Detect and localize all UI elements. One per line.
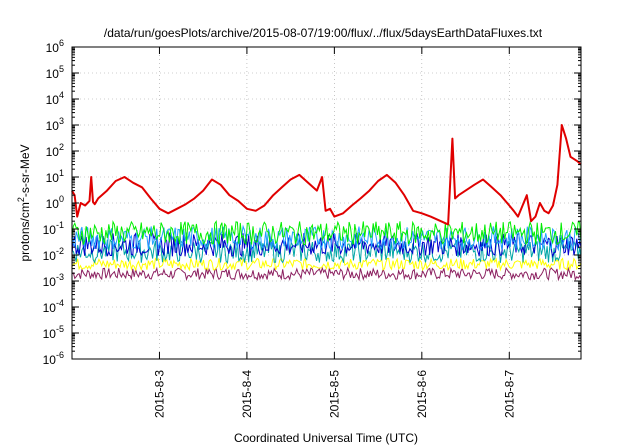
y-tick-label: 10-6 (43, 350, 64, 367)
y-tick-label: 10-1 (43, 220, 64, 237)
x-tick-label: 2015-8-7 (502, 370, 516, 418)
x-tick-label: 2015-8-5 (327, 370, 341, 418)
grid-lines (72, 46, 581, 360)
x-axis-label: Coordinated Universal Time (UTC) (234, 431, 418, 445)
axis-ticks: 10-6 10-5 10-4 10-3 10-2 10-1 100 101 102 103 104 1… (43, 38, 581, 418)
x-tick-label: 2015-8-4 (240, 370, 254, 418)
series-line (71, 219, 582, 246)
y-tick-label: 102 (46, 142, 64, 159)
y-tick-label: 10-5 (43, 324, 64, 341)
y-tick-label: 105 (46, 64, 64, 81)
y-tick-label: 100 (46, 194, 64, 211)
x-tick-label: 2015-8-3 (152, 370, 166, 418)
y-tick-label: 104 (46, 90, 64, 107)
y-tick-label: 103 (46, 116, 64, 133)
x-tick-label: 2015-8-6 (415, 370, 429, 418)
y-tick-label: 10-2 (43, 246, 64, 263)
series-line (71, 238, 582, 264)
chart-title: /data/run/goesPlots/archive/2015-08-07/1… (104, 26, 543, 40)
y-tick-label: 10-3 (43, 272, 64, 289)
y-tick-label: 10-4 (43, 298, 64, 315)
y-tick-label: 101 (46, 168, 64, 185)
y-axis-label: protons/cm2-s-sr-MeV (16, 144, 32, 261)
series-lines (71, 124, 582, 282)
series-line (71, 124, 582, 226)
series-line (71, 266, 582, 282)
y-tick-label: 106 (46, 38, 64, 55)
